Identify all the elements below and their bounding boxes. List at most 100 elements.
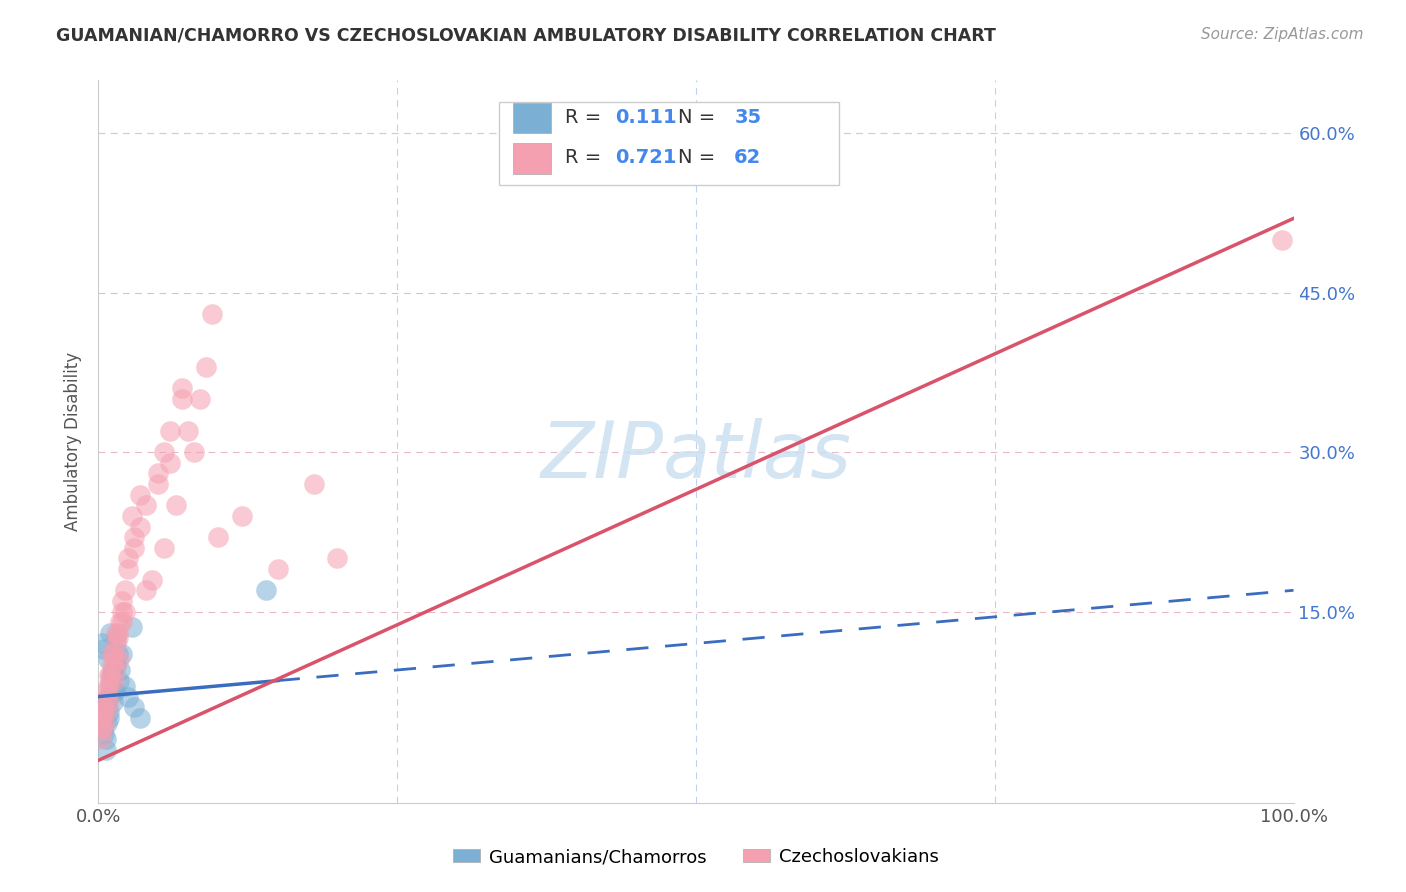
Point bbox=[91, 706, 114, 720]
Point bbox=[93, 700, 115, 714]
Point bbox=[91, 716, 114, 731]
Point bbox=[107, 647, 129, 661]
Point bbox=[93, 716, 115, 731]
Point bbox=[107, 652, 129, 666]
Point bbox=[91, 722, 114, 736]
Point bbox=[121, 508, 143, 523]
Point bbox=[98, 706, 121, 720]
Point bbox=[195, 360, 218, 375]
Point bbox=[96, 684, 118, 698]
Point bbox=[103, 652, 125, 666]
Point bbox=[111, 615, 134, 630]
Point bbox=[114, 583, 136, 598]
Point bbox=[105, 631, 128, 645]
Point bbox=[107, 673, 129, 688]
Point bbox=[100, 668, 122, 682]
Point bbox=[1271, 233, 1294, 247]
Point bbox=[129, 488, 152, 502]
Point bbox=[101, 695, 124, 709]
Point bbox=[121, 620, 143, 634]
Point bbox=[177, 424, 200, 438]
Point bbox=[98, 625, 122, 640]
Point bbox=[117, 690, 139, 704]
Text: Source: ZipAtlas.com: Source: ZipAtlas.com bbox=[1201, 27, 1364, 42]
Point bbox=[172, 392, 194, 406]
Point bbox=[101, 647, 124, 661]
Point bbox=[107, 631, 129, 645]
Point bbox=[153, 445, 176, 459]
Point bbox=[111, 594, 134, 608]
Point bbox=[114, 605, 136, 619]
Point bbox=[98, 695, 121, 709]
Point bbox=[111, 605, 134, 619]
Point bbox=[104, 684, 127, 698]
Point bbox=[91, 722, 114, 736]
Point bbox=[97, 679, 120, 693]
Text: 62: 62 bbox=[734, 148, 762, 168]
Text: 0.721: 0.721 bbox=[614, 148, 676, 168]
Point bbox=[96, 695, 118, 709]
Text: N =: N = bbox=[678, 148, 716, 168]
Point bbox=[165, 498, 187, 512]
Point bbox=[91, 636, 114, 650]
Point bbox=[201, 307, 224, 321]
Point bbox=[93, 727, 115, 741]
Point bbox=[100, 657, 122, 672]
Point bbox=[302, 477, 325, 491]
Text: 0.111: 0.111 bbox=[614, 108, 676, 127]
Point bbox=[254, 583, 277, 598]
Point bbox=[94, 706, 117, 720]
Point bbox=[90, 732, 112, 747]
Point bbox=[100, 668, 122, 682]
Point bbox=[105, 625, 128, 640]
Point bbox=[326, 551, 349, 566]
Y-axis label: Ambulatory Disability: Ambulatory Disability bbox=[65, 352, 83, 531]
Point bbox=[98, 668, 122, 682]
Point bbox=[101, 663, 124, 677]
Point bbox=[94, 732, 117, 747]
Point bbox=[124, 530, 146, 544]
Point bbox=[103, 684, 125, 698]
Point bbox=[97, 652, 120, 666]
Point bbox=[108, 663, 131, 677]
Point bbox=[117, 551, 139, 566]
Point bbox=[159, 456, 181, 470]
Point bbox=[159, 424, 181, 438]
Point bbox=[172, 381, 194, 395]
Point bbox=[124, 541, 146, 555]
Point bbox=[117, 562, 139, 576]
Point bbox=[107, 625, 129, 640]
Text: 35: 35 bbox=[734, 108, 761, 127]
Point bbox=[98, 711, 121, 725]
Point bbox=[98, 679, 122, 693]
Text: R =: R = bbox=[565, 108, 600, 127]
Point bbox=[231, 508, 253, 523]
Point bbox=[129, 711, 152, 725]
FancyBboxPatch shape bbox=[499, 102, 839, 185]
Point bbox=[114, 679, 136, 693]
Text: GUAMANIAN/CHAMORRO VS CZECHOSLOVAKIAN AMBULATORY DISABILITY CORRELATION CHART: GUAMANIAN/CHAMORRO VS CZECHOSLOVAKIAN AM… bbox=[56, 27, 995, 45]
Point bbox=[98, 668, 121, 682]
Point bbox=[135, 583, 157, 598]
Point bbox=[105, 657, 128, 672]
Point bbox=[94, 742, 117, 756]
Point bbox=[148, 467, 170, 481]
Point bbox=[129, 519, 152, 533]
Text: ZIPatlas: ZIPatlas bbox=[540, 418, 852, 494]
Point bbox=[104, 663, 127, 677]
Text: R =: R = bbox=[565, 148, 600, 168]
Point bbox=[183, 445, 205, 459]
Point bbox=[103, 673, 125, 688]
Point bbox=[96, 716, 118, 731]
Point bbox=[90, 711, 112, 725]
Point bbox=[124, 700, 146, 714]
Point bbox=[98, 673, 122, 688]
Point bbox=[91, 722, 114, 736]
Point bbox=[91, 711, 114, 725]
Point bbox=[93, 641, 115, 656]
Point bbox=[100, 647, 122, 661]
FancyBboxPatch shape bbox=[513, 144, 551, 174]
Legend: Guamanians/Chamorros, Czechoslovakians: Guamanians/Chamorros, Czechoslovakians bbox=[446, 841, 946, 873]
Point bbox=[207, 530, 229, 544]
FancyBboxPatch shape bbox=[513, 103, 551, 133]
